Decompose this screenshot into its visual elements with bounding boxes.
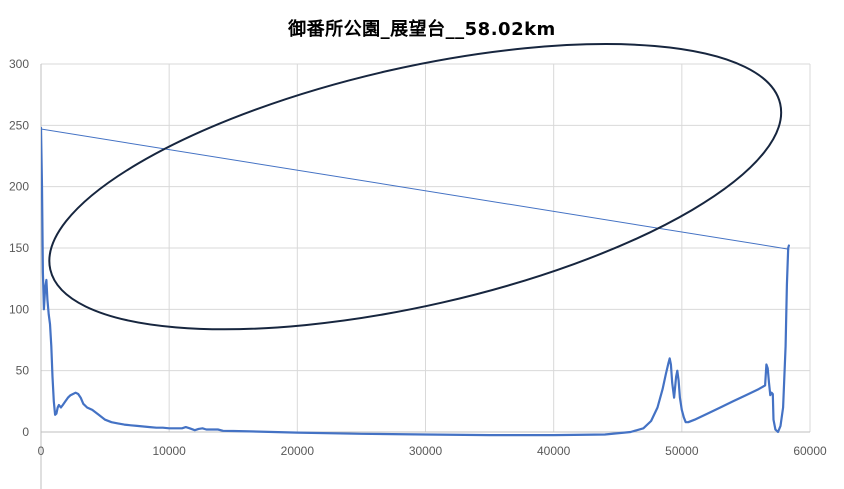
x-tick-label: 10000: [152, 444, 186, 458]
x-tick-label: 30000: [409, 444, 443, 458]
x-tick-label: 20000: [281, 444, 315, 458]
y-tick-label: 0: [22, 425, 29, 439]
x-tick-label: 0: [38, 444, 45, 458]
y-tick-label: 250: [9, 118, 29, 132]
x-tick-label: 60000: [793, 444, 827, 458]
x-tick-label: 50000: [665, 444, 699, 458]
y-tick-label: 100: [9, 302, 29, 316]
series-line-elevation: [41, 126, 790, 437]
y-tick-label: 50: [16, 364, 30, 378]
x-tick-label: 40000: [537, 444, 571, 458]
annotation-ellipse: [48, 43, 783, 331]
y-tick-label: 150: [9, 241, 29, 255]
y-tick-label: 200: [9, 180, 29, 194]
y-tick-label: 300: [9, 57, 29, 71]
chart-title: 御番所公園_展望台__58.02km: [288, 19, 556, 40]
series-line-sightline: [41, 128, 790, 250]
